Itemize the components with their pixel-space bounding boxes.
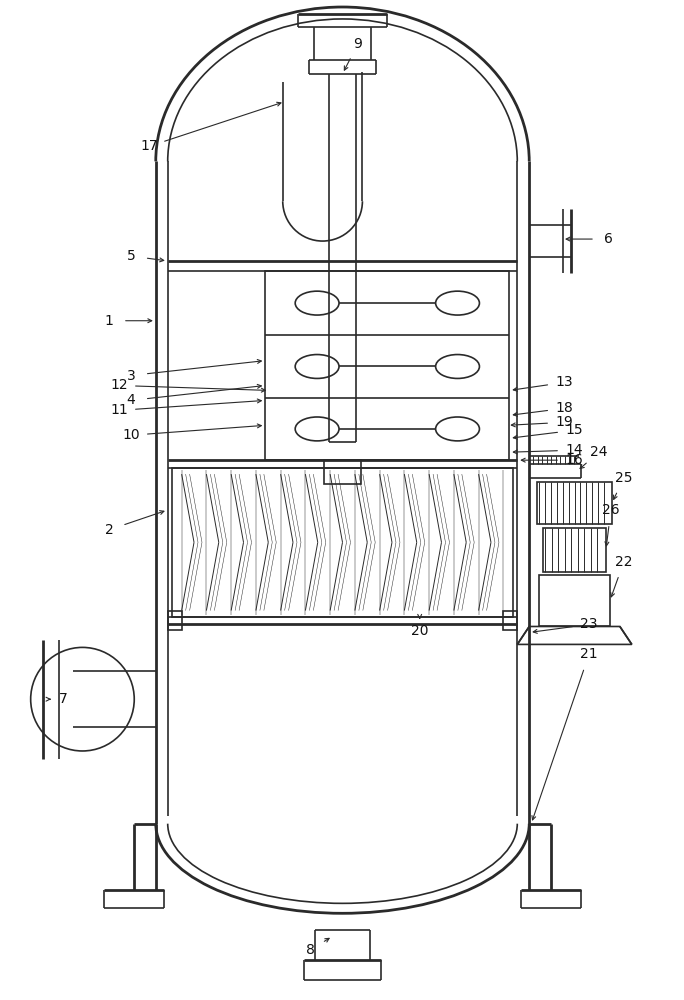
Bar bbox=[324, 460, 361, 484]
Bar bbox=[539, 575, 610, 626]
Bar bbox=[265, 271, 510, 460]
Text: 6: 6 bbox=[605, 232, 614, 246]
Text: 20: 20 bbox=[411, 624, 428, 638]
Text: 21: 21 bbox=[580, 647, 598, 661]
Text: 22: 22 bbox=[615, 555, 633, 569]
Bar bbox=[503, 611, 517, 630]
Text: 5: 5 bbox=[127, 249, 135, 263]
Bar bbox=[537, 482, 612, 524]
Bar bbox=[172, 468, 513, 617]
Text: 19: 19 bbox=[555, 415, 573, 429]
Text: 15: 15 bbox=[565, 423, 583, 437]
Text: 16: 16 bbox=[565, 453, 583, 467]
Text: 14: 14 bbox=[565, 443, 583, 457]
Text: 13: 13 bbox=[555, 375, 573, 389]
Bar bbox=[543, 528, 606, 572]
Bar bbox=[168, 611, 182, 630]
Text: 4: 4 bbox=[127, 393, 135, 407]
Text: 18: 18 bbox=[555, 401, 573, 415]
Text: 24: 24 bbox=[590, 445, 607, 459]
Text: 23: 23 bbox=[580, 617, 598, 631]
Text: 11: 11 bbox=[110, 403, 128, 417]
Text: 8: 8 bbox=[306, 943, 315, 957]
Text: 12: 12 bbox=[110, 378, 128, 392]
Text: 2: 2 bbox=[105, 523, 114, 537]
Text: 9: 9 bbox=[354, 37, 363, 51]
Text: 7: 7 bbox=[59, 692, 68, 706]
Text: 25: 25 bbox=[615, 471, 633, 485]
Text: 1: 1 bbox=[105, 314, 114, 328]
Text: 17: 17 bbox=[140, 139, 157, 153]
Text: 10: 10 bbox=[122, 428, 140, 442]
Text: 26: 26 bbox=[602, 503, 620, 517]
Text: 3: 3 bbox=[127, 369, 135, 383]
